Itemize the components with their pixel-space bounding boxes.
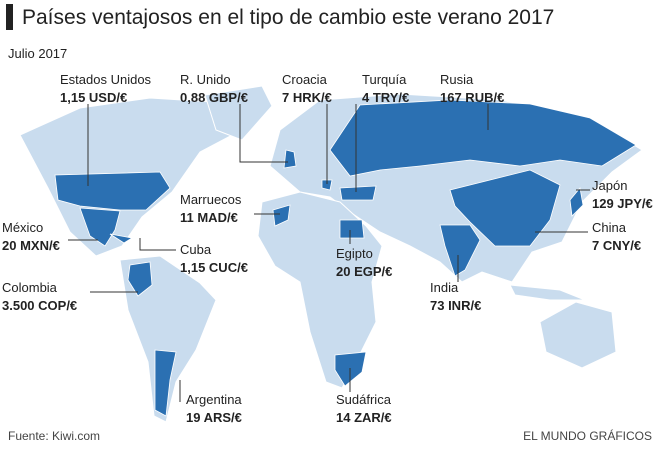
exchange-rate: 73 INR/€	[430, 298, 481, 313]
leader-line	[239, 104, 288, 163]
exchange-rate: 20 EGP/€	[336, 264, 392, 279]
country-name: China	[592, 220, 627, 235]
exchange-rate: 1,15 CUC/€	[180, 260, 248, 275]
uk	[283, 149, 297, 169]
exchange-rate: 14 ZAR/€	[336, 410, 392, 425]
title: Países ventajosos en el tipo de cambio e…	[22, 6, 554, 29]
south-america	[119, 255, 217, 423]
exchange-rate: 7 HRK/€	[282, 90, 332, 105]
exchange-rate: 20 MXN/€	[2, 238, 60, 253]
exchange-rate: 19 ARS/€	[186, 410, 242, 425]
croatia	[321, 179, 333, 191]
japan	[569, 187, 584, 217]
country-name: Egipto	[336, 246, 373, 261]
country-name: México	[2, 220, 43, 235]
exchange-rate: 3.500 COP/€	[2, 298, 77, 313]
exchange-rate: 4 TRY/€	[362, 90, 409, 105]
country-name: Colombia	[2, 280, 58, 295]
australia	[539, 301, 617, 369]
world-map	[19, 85, 643, 423]
country-name: Argentina	[186, 392, 242, 407]
exchange-rate: 129 JPY/€	[592, 196, 653, 211]
usa	[54, 171, 171, 211]
india	[439, 224, 481, 277]
greenland	[204, 85, 273, 141]
country-name: R. Unido	[180, 72, 231, 87]
egypt	[339, 219, 365, 239]
exchange-rate: 11 MAD/€	[180, 210, 238, 225]
labels: Estados Unidos 1,15 USD/€ R. Unido 0,88 GBP…	[2, 72, 653, 425]
exchange-rate: 1,15 USD/€	[60, 90, 127, 105]
indonesia	[509, 284, 586, 301]
china	[449, 169, 561, 247]
source: Fuente: Kiwi.com	[8, 429, 100, 443]
country-name: Japón	[592, 178, 627, 193]
country-name: Cuba	[180, 242, 212, 257]
country-name: India	[430, 280, 459, 295]
country-name: Estados Unidos	[60, 72, 152, 87]
morocco	[272, 204, 291, 227]
exchange-rate: 7 CNY/€	[592, 238, 641, 253]
country-name: Rusia	[440, 72, 474, 87]
country-name: Sudáfrica	[336, 392, 392, 407]
exchange-rate: 0,88 GBP/€	[180, 90, 248, 105]
subtitle: Julio 2017	[8, 46, 67, 61]
exchange-rate: 167 RUB/€	[440, 90, 504, 105]
argentina	[154, 349, 177, 417]
mexico	[79, 207, 121, 247]
cuba	[109, 233, 134, 244]
credit: EL MUNDO GRÁFICOS	[523, 428, 652, 443]
country-name: Croacia	[282, 72, 328, 87]
title-bar	[6, 4, 13, 30]
turkey	[339, 185, 377, 201]
leader-line	[139, 238, 176, 251]
colombia	[127, 261, 153, 297]
country-name: Marruecos	[180, 192, 242, 207]
russia	[329, 99, 637, 177]
country-name: Turquía	[362, 72, 407, 87]
leader-lines	[68, 104, 590, 402]
